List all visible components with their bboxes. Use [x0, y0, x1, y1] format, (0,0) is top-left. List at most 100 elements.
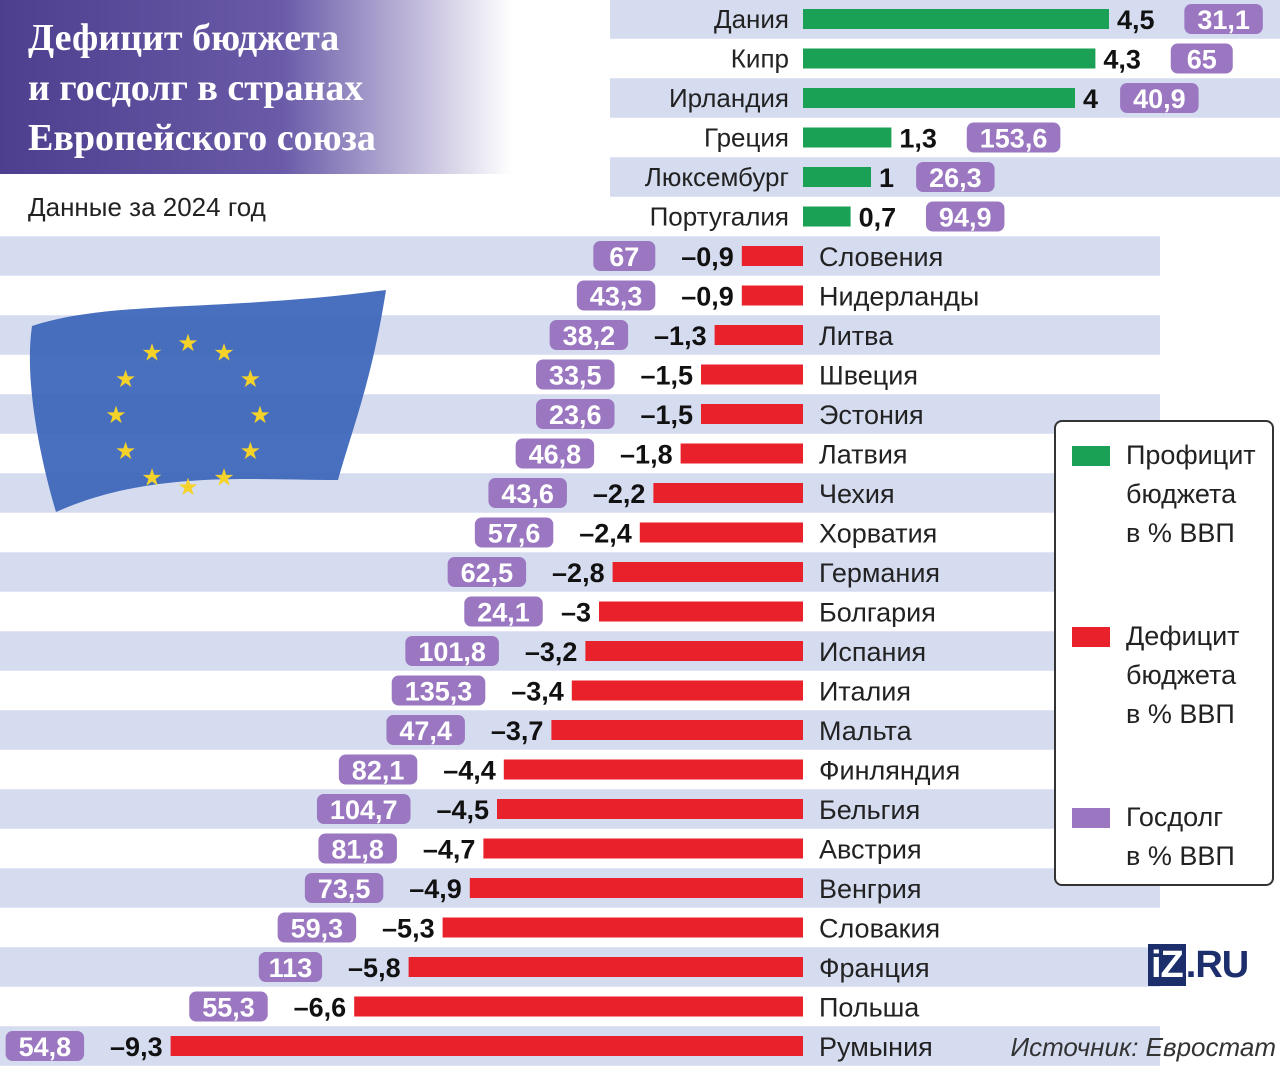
deficit-bar — [469, 878, 803, 898]
country-label: Италия — [819, 677, 911, 707]
debt-value-label: 113 — [269, 953, 313, 983]
debt-pill — [447, 557, 527, 587]
surplus-bar — [803, 48, 1096, 69]
debt-value-label: 55,3 — [202, 993, 255, 1023]
flag-star-icon: ★ — [141, 339, 163, 367]
title-line-3: Европейского союза — [28, 117, 376, 159]
debt-pill — [464, 596, 543, 627]
debt-pill — [386, 715, 465, 745]
logo-ru: .RU — [1185, 944, 1249, 986]
source-note: Источник: Евростат — [1010, 1032, 1276, 1062]
balance-value-label: –1,5 — [640, 361, 693, 391]
balance-value-label: –4,5 — [436, 795, 489, 825]
debt-value-label: 59,3 — [291, 914, 344, 944]
legend-surplus-label: Профицит бюджета в % ВВП — [1126, 436, 1272, 553]
country-label: Дания — [714, 4, 789, 34]
flag-star-icon: ★ — [177, 473, 199, 501]
legend-surplus-line: бюджета — [1126, 479, 1237, 509]
balance-value-label: –1,5 — [640, 400, 693, 430]
balance-value-label: –5,3 — [382, 914, 435, 944]
legend-debt-swatch — [1072, 808, 1110, 828]
title-box: Дефицит бюджета и госдолг в странах Евро… — [0, 0, 512, 174]
deficit-bar — [741, 285, 803, 306]
debt-value-label: 24,1 — [477, 598, 530, 628]
surplus-bar — [803, 9, 1109, 29]
flag-star-icon: ★ — [115, 437, 137, 465]
debt-pill — [576, 280, 656, 311]
deficit-bar — [653, 483, 803, 503]
flag-star-icon: ★ — [141, 463, 163, 491]
country-label: Швеция — [819, 361, 918, 391]
debt-pill — [549, 320, 629, 350]
deficit-bar — [170, 1036, 804, 1056]
balance-value-label: –4,9 — [409, 874, 462, 904]
debt-value-label: 62,5 — [461, 558, 514, 588]
debt-pill — [316, 794, 411, 824]
deficit-bar — [497, 799, 803, 819]
iz-ru-logo: iZ.RU — [1148, 944, 1249, 987]
debt-pill — [488, 478, 567, 508]
legend-deficit-label: Дефицит бюджета в % ВВП — [1126, 617, 1272, 734]
flag-star-icon: ★ — [213, 339, 235, 367]
debt-pill — [536, 399, 615, 429]
country-label: Венгрия — [819, 874, 922, 904]
eu-flag-icon: ★ ★★★★★★★★★★★ — [29, 290, 387, 512]
country-label: Испания — [819, 637, 926, 667]
country-label: Германия — [819, 558, 940, 588]
debt-pill — [1184, 4, 1263, 34]
deficit-bar — [442, 917, 803, 938]
subtitle: Данные за 2024 год — [28, 192, 266, 222]
balance-value-label: 1,3 — [899, 124, 937, 154]
balance-value-label: –2,2 — [593, 479, 646, 509]
country-label: Мальта — [819, 716, 913, 746]
balance-value-label: –2,4 — [579, 519, 632, 549]
debt-value-label: 73,5 — [318, 874, 371, 904]
debt-value-label: 43,3 — [590, 282, 643, 312]
legend-surplus-swatch — [1072, 446, 1110, 466]
country-label: Чехия — [819, 479, 895, 509]
flag-star-icon: ★ — [213, 463, 235, 491]
deficit-bar — [354, 996, 803, 1017]
country-label: Польша — [819, 993, 920, 1023]
debt-value-label: 67 — [609, 242, 639, 272]
deficit-bar — [483, 838, 803, 859]
country-label: Кипр — [731, 44, 789, 74]
flag-cloth — [29, 290, 387, 512]
debt-pill — [258, 952, 323, 982]
debt-pill — [515, 438, 595, 469]
row-band — [0, 552, 1160, 592]
logo-iz: iZ — [1148, 944, 1186, 986]
debt-pill — [5, 1031, 85, 1061]
legend-deficit-line: в % ВВП — [1126, 699, 1235, 729]
row-band — [0, 631, 1160, 671]
debt-value-label: 31,1 — [1197, 5, 1250, 35]
country-label: Литва — [819, 321, 894, 351]
flag-star-icon: ★ — [115, 365, 137, 393]
debt-value-label: 135,3 — [405, 677, 473, 707]
debt-value-label: 81,8 — [331, 835, 384, 865]
debt-value-label: 47,4 — [399, 716, 452, 746]
legend-debt-line: Госдолг — [1126, 802, 1224, 832]
debt-pill — [304, 873, 384, 903]
country-label: Франция — [819, 953, 930, 983]
legend-debt-line: в % ВВП — [1126, 841, 1235, 871]
country-label: Бельгия — [819, 795, 920, 825]
debt-pill — [391, 675, 486, 706]
deficit-bar — [741, 246, 803, 266]
debt-pill — [405, 636, 499, 666]
deficit-bar — [701, 404, 803, 424]
debt-value-label: 104,7 — [330, 795, 398, 825]
flag-star-icon: ★ — [249, 401, 271, 429]
flag-star-icon: ★ — [240, 365, 262, 393]
country-label: Ирландия — [669, 83, 789, 113]
flag-star-icon: ★ — [240, 437, 262, 465]
balance-value-label: 4 — [1083, 84, 1098, 114]
balance-value-label: 0,7 — [859, 203, 897, 233]
deficit-bar — [639, 522, 803, 543]
balance-value-label: –6,6 — [294, 993, 347, 1023]
debt-pill — [925, 201, 1005, 232]
country-label: Финляндия — [819, 756, 960, 786]
debt-value-label: 57,6 — [488, 519, 541, 549]
deficit-bar — [571, 680, 803, 701]
